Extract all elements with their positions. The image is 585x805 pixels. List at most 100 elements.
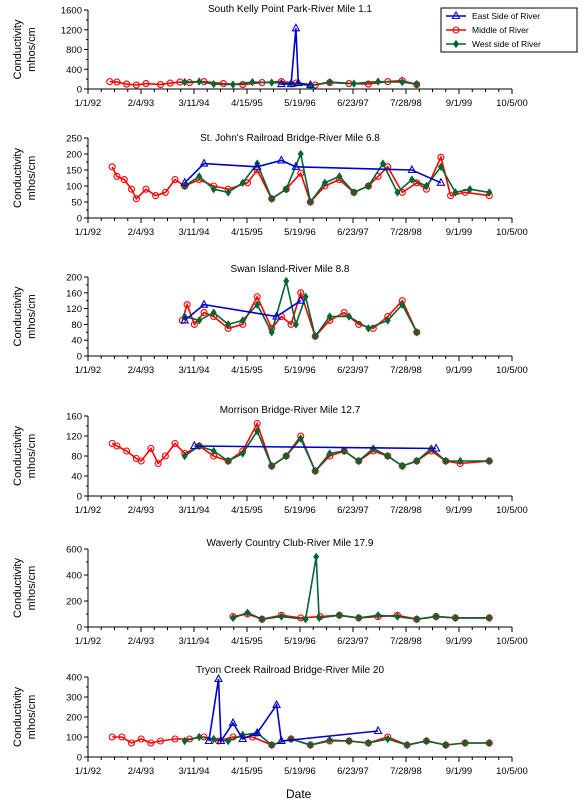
y-tick-label: 0 bbox=[77, 623, 82, 634]
y-tick-label: 50 bbox=[71, 198, 82, 209]
data-point bbox=[384, 451, 391, 461]
data-point bbox=[276, 78, 286, 88]
data-point bbox=[375, 611, 382, 620]
data-point bbox=[302, 615, 309, 624]
x-tick-label: 10/5/00 bbox=[496, 365, 528, 376]
data-point bbox=[336, 172, 343, 181]
data-point bbox=[312, 332, 319, 341]
data-point bbox=[326, 735, 333, 745]
data-point bbox=[326, 77, 333, 87]
series-line bbox=[232, 556, 490, 621]
data-point bbox=[365, 324, 372, 333]
data-point bbox=[132, 81, 140, 89]
x-tick-label: 9/1/99 bbox=[446, 365, 472, 376]
data-point bbox=[137, 735, 145, 743]
data-point bbox=[326, 312, 333, 321]
data-point bbox=[399, 77, 406, 87]
data-point bbox=[365, 181, 372, 191]
y-tick-label: 0 bbox=[77, 85, 82, 96]
data-point bbox=[166, 79, 174, 87]
chart-panel-5: Waverly Country Club-River Mile 17.9 0 200… bbox=[12, 538, 528, 647]
data-point bbox=[210, 79, 217, 89]
data-point bbox=[268, 461, 275, 471]
y-axis-title: Conductivity bbox=[12, 558, 24, 618]
data-point bbox=[293, 77, 303, 87]
data-point bbox=[452, 188, 459, 197]
data-point bbox=[113, 442, 121, 450]
data-point bbox=[457, 456, 464, 466]
data-point bbox=[316, 613, 323, 623]
y-tick-label: 200 bbox=[66, 273, 82, 284]
data-point bbox=[296, 295, 306, 304]
data-point bbox=[214, 673, 223, 683]
data-point bbox=[272, 311, 281, 320]
x-tick-label: 5/19/96 bbox=[284, 505, 316, 516]
data-point bbox=[276, 735, 286, 745]
series-west-side-of-river bbox=[230, 552, 493, 624]
y-axis-unit: mhos/cm bbox=[26, 434, 38, 479]
data-point bbox=[204, 735, 214, 745]
data-point bbox=[312, 466, 319, 476]
data-point bbox=[249, 77, 256, 87]
data-point bbox=[399, 300, 406, 309]
data-point bbox=[230, 613, 237, 623]
x-tick-label: 4/15/95 bbox=[231, 636, 263, 647]
y-tick-label: 300 bbox=[66, 693, 82, 704]
series-line bbox=[208, 678, 379, 744]
x-tick-label: 4/15/95 bbox=[231, 227, 263, 238]
data-point bbox=[196, 732, 203, 742]
legend-entry: East Side of River bbox=[446, 10, 540, 21]
data-point bbox=[225, 736, 232, 746]
y-tick-label: 0 bbox=[77, 352, 82, 363]
data-point bbox=[106, 78, 114, 86]
y-axis-title: Conductivity bbox=[12, 687, 24, 747]
data-point bbox=[326, 449, 333, 458]
y-axis-unit: mhos/cm bbox=[26, 294, 38, 339]
data-point bbox=[254, 300, 261, 309]
y-tick-label: 160 bbox=[66, 412, 82, 423]
data-point bbox=[307, 197, 314, 207]
y-tick-label: 800 bbox=[66, 45, 82, 56]
data-point bbox=[486, 188, 493, 197]
series-east-side-of-river bbox=[204, 673, 383, 745]
x-tick-label: 2/4/93 bbox=[128, 505, 154, 516]
x-tick-label: 9/1/99 bbox=[446, 505, 472, 516]
data-point bbox=[302, 292, 309, 301]
data-point bbox=[268, 328, 275, 337]
data-point bbox=[277, 78, 285, 86]
data-point bbox=[350, 79, 357, 88]
data-point bbox=[423, 736, 430, 746]
data-point bbox=[442, 456, 449, 466]
legend-marker bbox=[452, 26, 460, 34]
data-point bbox=[313, 552, 320, 561]
data-point bbox=[462, 738, 469, 748]
data-point bbox=[239, 178, 246, 187]
data-point bbox=[113, 172, 121, 180]
y-tick-label: 80 bbox=[71, 320, 82, 331]
data-point bbox=[384, 734, 391, 744]
series-west-side-of-river bbox=[181, 149, 493, 207]
data-point bbox=[252, 161, 262, 170]
data-point bbox=[181, 451, 188, 461]
x-tick-label: 6/23/97 bbox=[337, 766, 369, 777]
series-line bbox=[184, 151, 490, 204]
data-point bbox=[239, 81, 247, 89]
y-tick-label: 400 bbox=[66, 65, 82, 76]
data-point bbox=[120, 176, 128, 184]
data-point bbox=[142, 185, 150, 193]
data-point bbox=[437, 153, 445, 161]
data-point bbox=[196, 172, 203, 181]
data-point bbox=[189, 440, 199, 450]
data-point bbox=[413, 456, 420, 466]
data-point bbox=[486, 613, 493, 623]
data-point bbox=[394, 612, 401, 621]
chart-title: Tryon Creek Railroad Bridge-River Mile 2… bbox=[196, 665, 384, 676]
data-point bbox=[171, 735, 179, 743]
x-axis-title: Date bbox=[286, 787, 312, 801]
data-point bbox=[181, 77, 188, 87]
y-tick-label: 200 bbox=[66, 713, 82, 724]
series-middle-of-river bbox=[229, 610, 493, 623]
data-point bbox=[461, 188, 469, 196]
data-point bbox=[321, 178, 328, 187]
chart-title: Morrison Bridge-River Mile 12.7 bbox=[220, 405, 361, 416]
